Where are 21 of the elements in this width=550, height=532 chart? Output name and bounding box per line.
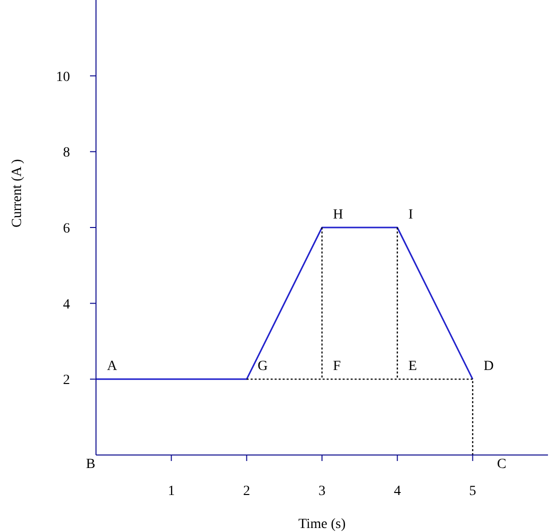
annotation: D (484, 359, 494, 374)
annotation: I (408, 208, 414, 222)
x-tick-label: 3 (318, 484, 326, 499)
annotation: G (258, 359, 268, 374)
annotation: A (107, 359, 118, 374)
annotation: E (408, 359, 417, 374)
x-tick-label: 4 (394, 484, 401, 499)
y-tick-label: 4 (63, 297, 70, 312)
x-tick-label: 2 (243, 484, 250, 499)
annotation: F (333, 359, 341, 374)
y-tick-label: 2 (63, 373, 70, 388)
y-tick-label: 8 (63, 146, 70, 161)
text: B (86, 457, 96, 473)
x-tick-label: 5 (469, 484, 476, 499)
y-tick-label: 6 (63, 221, 70, 236)
y-tick-label: 10 (56, 70, 70, 85)
x-tick-label: 1 (168, 484, 175, 499)
x-axis-title: Time (s) (298, 517, 346, 532)
text: C (497, 457, 506, 473)
y-axis-title: Current (A ) (10, 158, 25, 228)
annotation: H (333, 208, 344, 222)
